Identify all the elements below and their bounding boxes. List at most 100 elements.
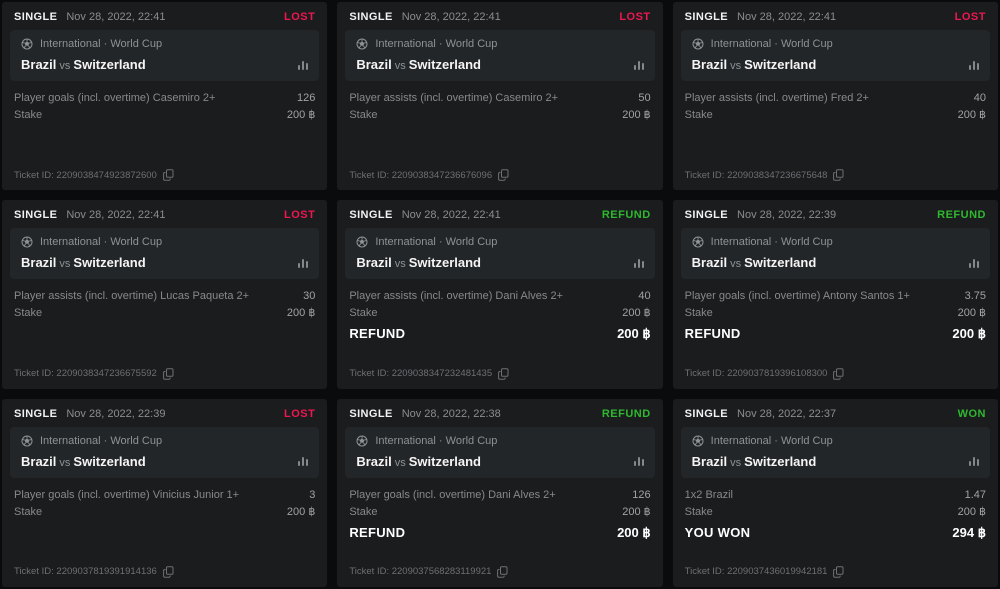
copy-icon[interactable]	[498, 169, 509, 182]
result-value: 200 ฿	[617, 326, 651, 342]
status-badge: WON	[957, 407, 986, 420]
stake-row: Stake 200 ฿	[685, 304, 986, 321]
statistics-bar-chart-icon[interactable]	[298, 456, 309, 467]
match-panel[interactable]: International · World Cup Brazil vs Switze…	[345, 228, 655, 280]
statistics-bar-chart-icon[interactable]	[633, 60, 644, 70]
bet-selection-label: 1x2 Brazil	[684, 488, 733, 501]
statistics-bar-chart-icon[interactable]	[969, 258, 979, 268]
status-badge: REFUND	[937, 209, 986, 222]
bet-date: Nov 28, 2022, 22:38	[401, 407, 501, 420]
match-panel[interactable]: International · World Cup Brazil vs Switze…	[10, 426, 320, 478]
bet-details: Player goals (incl. overtime) Dani Alves…	[337, 478, 662, 543]
soccer-ball-icon	[692, 38, 704, 50]
team-home: Brazil	[691, 255, 728, 271]
stake-row: Stake 200 ฿	[14, 106, 315, 123]
result-row: REFUND 200 ฿	[349, 321, 650, 344]
bet-odds-value: 40	[973, 92, 986, 104]
match-panel[interactable]: International · World Cup Brazil vs Switze…	[345, 426, 655, 478]
match-row: Brazil vs Switzerland	[692, 255, 979, 270]
ticket-id: Ticket ID: 2209037819396108300	[684, 368, 828, 380]
soccer-ball-icon	[356, 236, 368, 248]
statistics-bar-chart-icon[interactable]	[969, 456, 979, 467]
match-row: Brazil vs Switzerland	[356, 57, 644, 72]
statistics-bar-chart-icon[interactable]	[298, 258, 309, 268]
bet-type-label: SINGLE	[349, 209, 393, 222]
league-row: International · World Cup	[692, 38, 979, 50]
match-panel[interactable]: International · World Cup Brazil vs Switze…	[10, 228, 320, 280]
match-row: Brazil vs Switzerland	[356, 255, 644, 270]
stake-label: Stake	[14, 505, 43, 518]
statistics-bar-chart-icon[interactable]	[633, 456, 644, 467]
bet-card-header: SINGLE Nov 28, 2022, 22:41 REFUND	[337, 200, 662, 228]
team-away: Switzerland	[744, 255, 817, 271]
bet-date: Nov 28, 2022, 22:39	[66, 407, 166, 420]
copy-icon[interactable]	[833, 566, 844, 578]
bet-details: Player goals (incl. overtime) Casemiro 2…	[2, 81, 327, 130]
league-label: International · World Cup	[375, 38, 498, 50]
result-row: REFUND 200 ฿	[685, 321, 986, 344]
copy-icon[interactable]	[833, 367, 844, 380]
bet-card-header: SINGLE Nov 28, 2022, 22:41 LOST	[2, 2, 327, 30]
soccer-ball-icon	[692, 435, 704, 447]
result-label: YOU WON	[684, 524, 751, 540]
statistics-bar-chart-icon[interactable]	[298, 60, 309, 70]
team-home: Brazil	[356, 453, 392, 469]
stake-value: 200 ฿	[957, 307, 986, 320]
copy-icon[interactable]	[498, 367, 509, 380]
bet-details: Player assists (incl. overtime) Dani Alv…	[337, 279, 662, 344]
bet-selection-label: Player goals (incl. overtime) Casemiro 2…	[14, 92, 216, 104]
stake-label: Stake	[14, 307, 43, 320]
copy-icon[interactable]	[162, 566, 174, 578]
bet-odds-value: 30	[303, 290, 316, 303]
bet-date: Nov 28, 2022, 22:41	[737, 11, 837, 23]
bet-selection-row: Player goals (incl. overtime) Dani Alves…	[349, 487, 650, 503]
statistics-bar-chart-icon[interactable]	[633, 258, 644, 268]
match-panel[interactable]: International · World Cup Brazil vs Switze…	[680, 30, 990, 81]
status-badge: LOST	[954, 11, 986, 23]
match-title: Brazil vs Switzerland	[692, 255, 817, 270]
match-panel[interactable]: International · World Cup Brazil vs Switze…	[345, 30, 655, 81]
soccer-ball-icon	[356, 435, 368, 447]
team-home: Brazil	[356, 57, 392, 72]
status-badge: LOST	[619, 11, 651, 23]
match-panel[interactable]: International · World Cup Brazil vs Switze…	[10, 30, 320, 81]
result-row	[14, 321, 315, 328]
bet-type-label: SINGLE	[349, 407, 393, 420]
result-label: REFUND	[349, 524, 406, 540]
match-panel[interactable]: International · World Cup Brazil vs Switze…	[680, 426, 990, 478]
bet-selection-label: Player assists (incl. overtime) Lucas Pa…	[14, 290, 250, 303]
status-badge: REFUND	[601, 407, 651, 420]
team-away: Switzerland	[73, 255, 146, 271]
copy-icon[interactable]	[162, 169, 174, 182]
copy-icon[interactable]	[162, 367, 174, 380]
bet-odds-value: 126	[296, 92, 316, 104]
match-title: Brazil vs Switzerland	[356, 454, 481, 469]
stake-label: Stake	[684, 109, 713, 121]
copy-icon[interactable]	[497, 566, 508, 578]
bet-selection-label: Player assists (incl. overtime) Dani Alv…	[349, 290, 563, 303]
bet-type-label: SINGLE	[684, 407, 729, 420]
bet-selection-label: Player assists (incl. overtime) Fred 2+	[684, 92, 869, 104]
stake-value: 200 ฿	[286, 109, 316, 121]
match-row: Brazil vs Switzerland	[21, 57, 309, 72]
status-badge: LOST	[283, 209, 316, 222]
stake-label: Stake	[14, 109, 43, 121]
bet-card: SINGLE Nov 28, 2022, 22:41 LOST Internat…	[672, 2, 998, 191]
ticket-id: Ticket ID: 2209037436019942181	[684, 566, 828, 578]
league-row: International · World Cup	[692, 435, 979, 447]
league-label: International · World Cup	[40, 434, 163, 447]
soccer-ball-icon	[356, 38, 368, 50]
match-title: Brazil vs Switzerland	[21, 454, 146, 469]
statistics-bar-chart-icon[interactable]	[969, 60, 979, 70]
ticket-footer: Ticket ID: 2209038347236676096	[349, 169, 509, 182]
bet-date: Nov 28, 2022, 22:41	[401, 209, 501, 222]
copy-icon[interactable]	[833, 169, 844, 182]
stake-row: Stake 200 ฿	[14, 503, 315, 520]
league-label: International · World Cup	[710, 236, 833, 249]
league-row: International · World Cup	[356, 38, 643, 50]
bet-date: Nov 28, 2022, 22:37	[737, 407, 837, 420]
match-row: Brazil vs Switzerland	[356, 454, 644, 469]
bet-odds-value: 126	[632, 488, 651, 501]
match-panel[interactable]: International · World Cup Brazil vs Switze…	[680, 228, 990, 280]
match-row: Brazil vs Switzerland	[21, 454, 309, 469]
